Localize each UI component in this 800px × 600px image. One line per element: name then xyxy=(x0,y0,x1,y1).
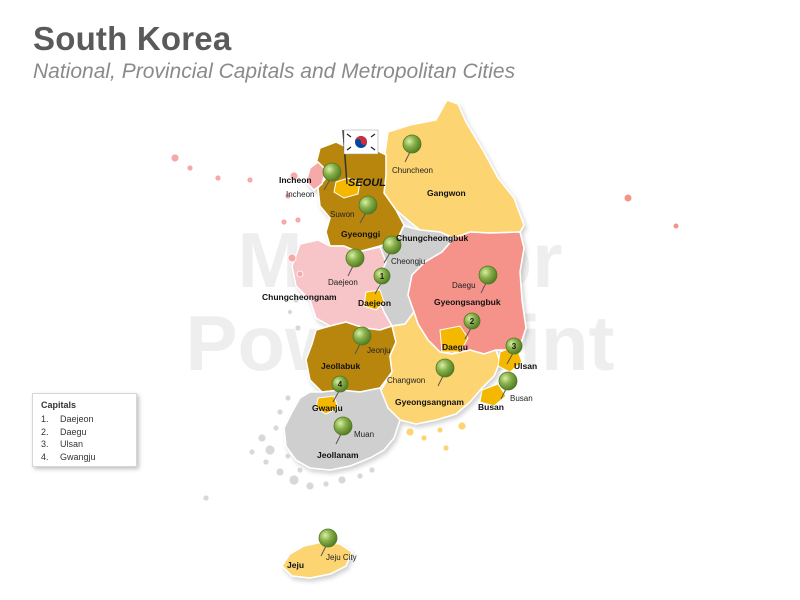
legend-item-number: 2. xyxy=(41,426,49,437)
pin-daejeon-province[interactable] xyxy=(345,248,365,277)
marker-daegu[interactable]: 2 xyxy=(463,312,481,340)
label-chungcheongbuk: Chungcheongbuk xyxy=(396,233,469,243)
legend-item: 1. Daejeon xyxy=(41,413,96,426)
northwest-islands xyxy=(170,153,304,278)
label-gwangju-metro: Gwanju xyxy=(312,403,343,413)
label-busan-city: Busan xyxy=(510,394,533,403)
label-jeollabuk: Jeollabuk xyxy=(321,361,360,371)
marker-ulsan[interactable]: 3 xyxy=(505,337,523,365)
legend-title: Capitals xyxy=(41,400,77,410)
region-jeju xyxy=(281,541,353,579)
label-suwon: Suwon xyxy=(330,210,354,219)
page-subtitle: National, Provincial Capitals and Metrop… xyxy=(33,60,516,83)
marker-number: 2 xyxy=(470,317,475,326)
marker-number: 4 xyxy=(338,380,343,389)
label-gangwon: Gangwon xyxy=(427,188,466,198)
legend-item: 2. Daegu xyxy=(41,426,96,439)
pin-busan[interactable] xyxy=(498,371,518,400)
label-jeonju: Jeonju xyxy=(367,346,391,355)
label-jeju-province: Jeju xyxy=(287,560,304,570)
label-jeju-city: Jeju City xyxy=(326,553,357,562)
legend-item-name: Gwangju xyxy=(60,451,96,462)
taegeuk-red xyxy=(355,136,367,145)
label-gyeonggi: Gyeonggi xyxy=(341,229,380,239)
label-cheongju: Cheongju xyxy=(391,257,425,266)
legend-item-number: 3. xyxy=(41,439,49,449)
dokdo-island xyxy=(672,222,680,230)
label-changwon: Changwon xyxy=(387,376,425,385)
marker-number: 3 xyxy=(512,342,517,351)
label-daegu-metro: Daegu xyxy=(442,342,468,352)
region-busan xyxy=(479,383,507,407)
pin-muan[interactable] xyxy=(333,416,353,445)
ulleungdo-island xyxy=(623,193,633,203)
korea-flag xyxy=(342,129,379,185)
legend-list: 1. Daejeon 2. Daegu 3. Ulsan 4. Gwangju xyxy=(41,413,96,463)
islands xyxy=(202,296,376,502)
region-gwangju xyxy=(315,395,339,415)
label-seoul: SEOUL xyxy=(348,177,386,189)
region-daegu xyxy=(439,325,469,353)
label-incheon-metro: Incheon xyxy=(279,175,312,185)
label-gyeongsangbuk: Gyeongsangbuk xyxy=(434,297,501,307)
label-muan: Muan xyxy=(354,430,374,439)
pin-daegu-province[interactable] xyxy=(478,265,498,294)
marker-daejeon[interactable]: 1 xyxy=(373,267,391,295)
label-daegu-city: Daegu xyxy=(452,281,476,290)
label-gyeongsangnam: Gyeongsangnam xyxy=(395,397,464,407)
legend-item-name: Daejeon xyxy=(60,414,94,424)
region-jeollabuk xyxy=(305,321,397,393)
pin-incheon[interactable] xyxy=(322,162,342,191)
pin-suwon[interactable] xyxy=(358,195,378,224)
legend-item-number: 1. xyxy=(41,414,49,424)
legend-item: 3. Ulsan xyxy=(41,438,96,451)
southeast-islands xyxy=(405,421,467,452)
pin-chuncheon[interactable] xyxy=(402,134,422,163)
legend-item-number: 4. xyxy=(41,451,49,462)
capitals-legend: Capitals 1. Daejeon 2. Daegu 3. Ulsan 4. Gwa… xyxy=(32,393,137,467)
label-chuncheon: Chuncheon xyxy=(392,166,433,175)
label-jeollanam: Jeollanam xyxy=(317,450,359,460)
label-ulsan-metro: Ulsan xyxy=(514,361,537,371)
pin-jeonju[interactable] xyxy=(352,326,372,355)
legend-item-name: Ulsan xyxy=(60,439,84,449)
region-gangwon xyxy=(383,99,525,239)
label-chungcheongnam: Chungcheongnam xyxy=(262,292,337,302)
marker-gwangju[interactable]: 4 xyxy=(331,375,349,403)
legend-item: 4. Gwangju xyxy=(41,451,96,464)
page-title: South Korea xyxy=(33,20,232,57)
label-incheon-city: Incheon xyxy=(286,190,314,199)
label-daejeon-city: Daejeon xyxy=(328,278,358,287)
label-busan-metro: Busan xyxy=(478,402,504,412)
pin-changwon[interactable] xyxy=(435,358,455,387)
region-seoul xyxy=(333,177,361,199)
region-daejeon xyxy=(363,289,385,311)
marker-number: 1 xyxy=(380,272,385,281)
legend-item-name: Daegu xyxy=(60,426,87,437)
pin-cheongju[interactable] xyxy=(382,235,402,264)
label-daejeon-metro: Daejeon xyxy=(358,298,391,308)
pin-jeju[interactable] xyxy=(318,528,338,557)
region-incheon xyxy=(305,161,327,191)
